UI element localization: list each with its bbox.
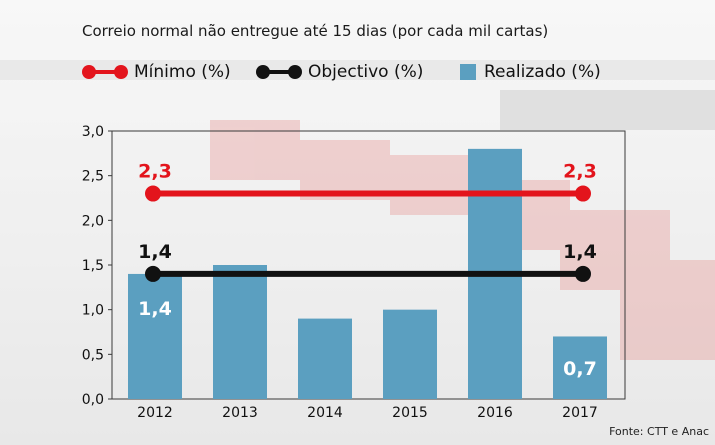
objectivo-marker-end bbox=[575, 265, 591, 282]
y-tick-label: 1,5 bbox=[82, 258, 104, 274]
bar-2017 bbox=[553, 336, 607, 399]
legend: Mínimo (%) Objectivo (%) Realizado (%) bbox=[0, 58, 715, 88]
x-tick-label: 2013 bbox=[222, 405, 258, 421]
bar-2012 bbox=[128, 273, 182, 399]
bar-2013 bbox=[213, 265, 267, 399]
legend-swatch-realizado bbox=[460, 64, 476, 80]
y-tick-label: 0,5 bbox=[82, 347, 104, 363]
y-tick-label: 1,0 bbox=[82, 303, 104, 319]
y-tick-label: 0,0 bbox=[82, 392, 104, 408]
minimo-marker-start bbox=[145, 185, 161, 202]
y-tick-label: 2,0 bbox=[82, 213, 104, 229]
legend-item-minimo: Mínimo (%) bbox=[82, 62, 231, 82]
minimo-data-label: 2,3 bbox=[563, 161, 597, 183]
x-tick-label: 2017 bbox=[562, 405, 598, 421]
bar-2014 bbox=[298, 318, 352, 399]
minimo-marker-end bbox=[575, 185, 591, 202]
realizado-data-label: 1,4 bbox=[138, 298, 172, 320]
minimo-data-label: 2,3 bbox=[138, 161, 172, 183]
realizado-data-label: 0,7 bbox=[563, 358, 597, 380]
source-note: Fonte: CTT e Anac bbox=[609, 425, 709, 438]
legend-label-objectivo: Objectivo (%) bbox=[308, 62, 424, 82]
x-tick-label: 2014 bbox=[307, 405, 343, 421]
x-tick-label: 2012 bbox=[137, 405, 173, 421]
y-tick-label: 2,5 bbox=[82, 169, 104, 185]
chart-title: Correio normal não entregue até 15 dias … bbox=[82, 22, 549, 40]
legend-label-minimo: Mínimo (%) bbox=[134, 62, 231, 82]
x-tick-label: 2015 bbox=[392, 405, 428, 421]
bar-2015 bbox=[383, 309, 437, 399]
objectivo-data-label: 1,4 bbox=[138, 241, 172, 263]
legend-label-realizado: Realizado (%) bbox=[484, 62, 601, 82]
x-tick-label: 2016 bbox=[477, 405, 513, 421]
legend-swatch-minimo bbox=[82, 65, 128, 79]
plot-frame bbox=[111, 130, 626, 400]
y-tick-label: 3,0 bbox=[82, 124, 104, 140]
objectivo-marker-start bbox=[145, 265, 161, 282]
legend-swatch-objectivo bbox=[256, 65, 302, 79]
legend-item-objectivo: Objectivo (%) bbox=[256, 62, 424, 82]
objectivo-data-label: 1,4 bbox=[563, 241, 597, 263]
legend-item-realizado: Realizado (%) bbox=[460, 62, 601, 82]
